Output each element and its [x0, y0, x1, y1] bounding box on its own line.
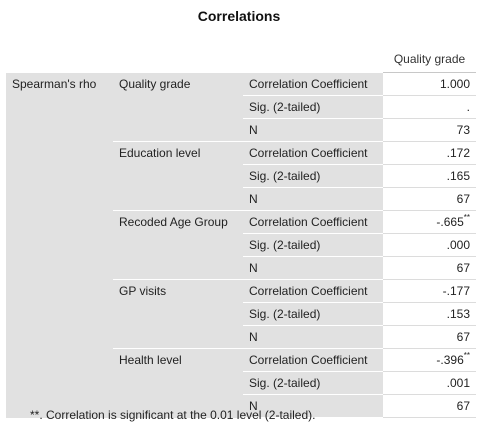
table-row: Sig. (2-tailed) .165 [6, 164, 476, 188]
table-row: N 73 [6, 118, 476, 142]
value-text: . [466, 100, 470, 114]
statistic-value: 67 [383, 187, 476, 211]
statistic-value: 67 [383, 256, 476, 280]
statistic-label: Sig. (2-tailed) [243, 164, 383, 188]
statistic-label: N [243, 394, 383, 418]
statistic-label: Correlation Coefficient [243, 210, 383, 234]
statistic-label: Sig. (2-tailed) [243, 95, 383, 119]
table-row: Sig. (2-tailed) .000 [6, 233, 476, 257]
statistic-value: 1.000 [383, 72, 476, 96]
correlations-table: Quality grade Spearman's rho Quality grad… [6, 46, 476, 418]
variable-label: Quality grade [113, 72, 243, 142]
table-row: Education level Correlation Coefficient .1… [6, 141, 476, 211]
statistic-value: -.665** [383, 210, 476, 234]
statistic-label: N [243, 325, 383, 349]
table-row: N 67 [6, 394, 476, 418]
value-text: .165 [446, 169, 470, 183]
statistic-label: Correlation Coefficient [243, 279, 383, 303]
column-header-row: Quality grade [6, 46, 476, 73]
value-text: 67 [456, 330, 470, 344]
value-text: 1.000 [439, 77, 470, 91]
statistic-label: N [243, 118, 383, 142]
table-row: N 67 [6, 187, 476, 211]
value-text: .153 [446, 307, 470, 321]
table-row: N 67 [6, 325, 476, 349]
table-title: Correlations [197, 8, 281, 24]
statistic-label: N [243, 256, 383, 280]
value-text: -.665 [436, 215, 464, 229]
value-text: .000 [446, 238, 470, 252]
table-row: Sig. (2-tailed). [6, 95, 476, 119]
statistic-label: Sig. (2-tailed) [243, 371, 383, 395]
value-text: 67 [456, 399, 470, 413]
statistic-label: Correlation Coefficient [243, 141, 383, 165]
variable-label: Education level [113, 141, 243, 211]
statistic-value: .165 [383, 164, 476, 188]
variable-label: GP visits [113, 279, 243, 349]
statistic-value: 73 [383, 118, 476, 142]
statistic-label: Sig. (2-tailed) [243, 233, 383, 257]
statistic-value: .172 [383, 141, 476, 165]
value-text: .001 [446, 376, 470, 390]
statistic-value: .001 [383, 371, 476, 395]
value-text: -.396 [436, 353, 464, 367]
statistic-label: Correlation Coefficient [243, 348, 383, 372]
statistic-value: 67 [383, 325, 476, 349]
table-row: Sig. (2-tailed) .153 [6, 302, 476, 326]
footnote: **. Correlation is significant at the 0.… [30, 408, 316, 422]
table-row: Health level Correlation Coefficient -.396… [6, 348, 476, 418]
statistic-value: . [383, 95, 476, 119]
table-row: Recoded Age Group Correlation Coefficient… [6, 210, 476, 280]
statistic-value: -.177 [383, 279, 476, 303]
statistic-value: -.396** [383, 348, 476, 372]
value-text: .172 [446, 146, 470, 160]
table-row: Sig. (2-tailed) .001 [6, 371, 476, 395]
variable-label: Health level [113, 348, 243, 418]
statistic-value: .153 [383, 302, 476, 326]
table-row: N 67 [6, 256, 476, 280]
variable-label: Recoded Age Group [113, 210, 243, 280]
table-row: Spearman's rho Quality grade Correlation C… [6, 72, 476, 418]
value-text: 73 [456, 123, 470, 137]
significance-marker: ** [463, 213, 470, 222]
value-text: 67 [456, 192, 470, 206]
value-text: -.177 [442, 284, 470, 298]
statistic-value: .000 [383, 233, 476, 257]
column-header-quality-grade: Quality grade [383, 46, 476, 73]
table-row: GP visits Correlation Coefficient -.177 [6, 279, 476, 349]
value-text: 67 [456, 261, 470, 275]
statistic-label: N [243, 187, 383, 211]
row-header-spearmans-rho: Spearman's rho [6, 72, 113, 418]
significance-marker: ** [463, 351, 470, 360]
statistic-label: Sig. (2-tailed) [243, 302, 383, 326]
statistic-value: 67 [383, 394, 476, 418]
table-body: Quality grade Spearman's rho Quality grad… [6, 46, 476, 418]
statistic-label: Correlation Coefficient [243, 72, 383, 96]
